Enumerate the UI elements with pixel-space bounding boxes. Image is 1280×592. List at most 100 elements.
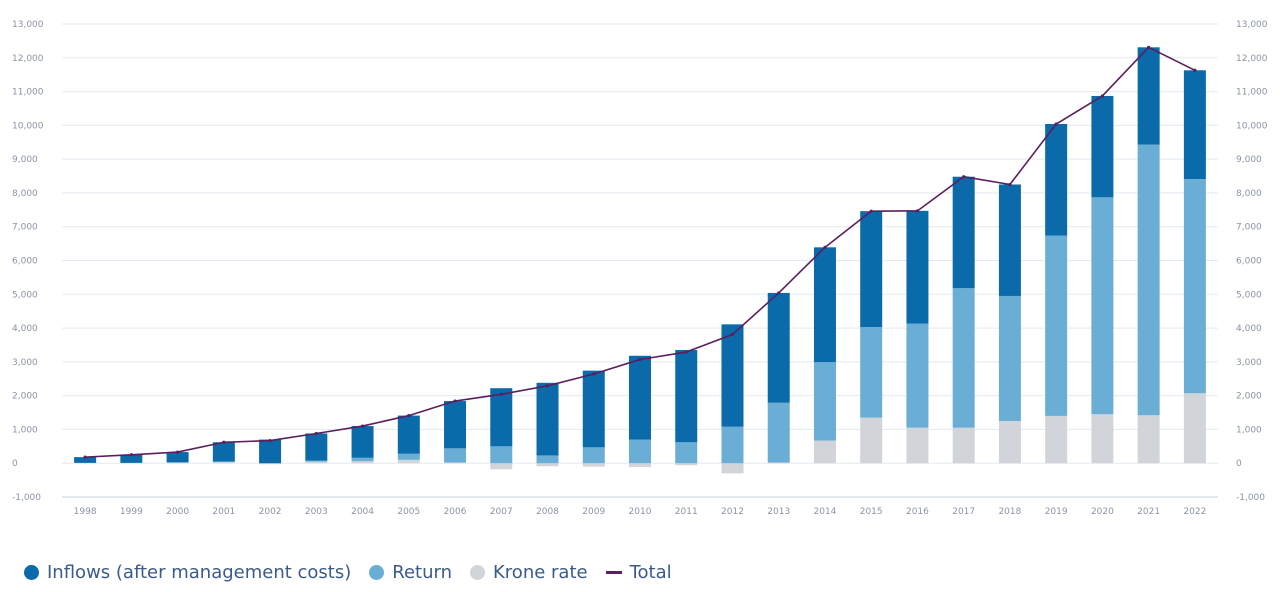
y-tick-left-6: 5,000 <box>12 290 38 300</box>
y-tick-left-5: 4,000 <box>12 324 38 334</box>
x-tick-2014: 2014 <box>814 507 837 517</box>
y-tick-right-4: 3,000 <box>1236 358 1262 368</box>
x-tick-2012: 2012 <box>721 507 744 517</box>
bar-return-2015 <box>860 327 883 418</box>
total-point-1999 <box>129 453 133 457</box>
bar-krone-rate-2002 <box>259 463 282 465</box>
x-tick-2020: 2020 <box>1091 507 1114 517</box>
bar-inflows-after-management-costs--2018 <box>998 184 1021 296</box>
bar-inflows-after-management-costs--2020 <box>1091 95 1114 198</box>
y-tick-left-11: 10,000 <box>12 121 44 131</box>
bar-return-2014 <box>813 362 836 441</box>
bar-inflows-after-management-costs--2016 <box>906 210 929 324</box>
total-point-2004 <box>360 424 365 428</box>
bar-inflows-after-management-costs--2002 <box>259 439 282 464</box>
bar-inflows-after-management-costs--2019 <box>1045 124 1068 236</box>
bar-return-2004 <box>351 457 374 462</box>
x-tick-2001: 2001 <box>212 507 235 517</box>
y-tick-left-13: 12,000 <box>12 54 44 64</box>
y-tick-right-1: 0 <box>1236 459 1242 469</box>
legend-item-inflows[interactable]: Inflows (after management costs) <box>24 562 351 583</box>
y-tick-right-13: 12,000 <box>1236 54 1268 64</box>
bar-inflows-after-management-costs--2012 <box>721 324 744 427</box>
y-tick-right-14: 13,000 <box>1236 20 1268 30</box>
bar-inflows-after-management-costs--2000 <box>166 452 189 463</box>
bar-return-2022 <box>1183 179 1206 394</box>
y-tick-left-14: 13,000 <box>12 20 44 30</box>
bar-krone-rate-2006 <box>444 462 467 464</box>
legend-item-total[interactable]: Total <box>605 561 672 583</box>
total-point-1998 <box>83 455 87 459</box>
x-tick-2000: 2000 <box>166 507 189 517</box>
x-tick-2010: 2010 <box>629 507 652 517</box>
x-tick-1999: 1999 <box>120 507 143 517</box>
legend-swatch-inflows <box>24 564 39 580</box>
bar-krone-rate-2007 <box>490 463 513 470</box>
bar-inflows-after-management-costs--2013 <box>767 292 790 403</box>
legend-label-inflows: Inflows (after management costs) <box>47 561 352 583</box>
y-tick-right-10: 9,000 <box>1236 155 1262 165</box>
y-tick-right-11: 10,000 <box>1236 121 1268 131</box>
bar-inflows-after-management-costs--2008 <box>536 382 559 456</box>
y-tick-right-8: 7,000 <box>1236 223 1262 233</box>
y-tick-left-12: 11,000 <box>12 88 44 98</box>
y-tick-right-0: -1,000 <box>1236 493 1265 503</box>
y-tick-left-3: 2,000 <box>12 392 38 402</box>
total-point-2021 <box>1147 45 1151 49</box>
stacked-bar-chart: -1,000 -1,000 0 0 1,000 1,000 2,000 2,000 3,000 3… <box>12 20 1268 517</box>
bar-inflows-after-management-costs--2004 <box>351 426 374 458</box>
x-tick-2011: 2011 <box>675 507 698 517</box>
total-point-2003 <box>314 431 318 436</box>
bar-return-2012 <box>721 426 744 464</box>
legend-item-return[interactable]: Return <box>369 562 452 583</box>
bar-return-2003 <box>305 460 328 462</box>
bar-krone-rate-2017 <box>952 427 975 464</box>
bar-krone-rate-2003 <box>305 461 328 464</box>
bar-krone-rate-2004 <box>351 461 374 464</box>
total-point-2010 <box>638 357 642 362</box>
x-tick-2017: 2017 <box>952 507 975 517</box>
bar-inflows-after-management-costs--2003 <box>305 433 328 461</box>
bar-inflows-after-management-costs--1998 <box>74 457 97 463</box>
bar-return-2006 <box>444 448 467 463</box>
bar-krone-rate-2005 <box>397 459 420 464</box>
bar-inflows-after-management-costs--2014 <box>813 247 836 363</box>
legend: Inflows (after management costs) Return … <box>24 560 672 584</box>
x-tick-2007: 2007 <box>490 507 513 517</box>
y-tick-left-1: 0 <box>12 459 18 469</box>
x-tick-2015: 2015 <box>860 507 883 517</box>
bar-return-2007 <box>490 446 513 464</box>
bar-return-2009 <box>582 447 605 464</box>
x-tick-2008: 2008 <box>536 507 559 517</box>
total-point-2017 <box>962 175 966 179</box>
bar-return-2017 <box>952 288 975 428</box>
total-point-2011 <box>684 350 688 354</box>
bar-return-2020 <box>1091 197 1114 415</box>
bar-return-2016 <box>906 323 929 428</box>
total-point-2007 <box>499 392 503 396</box>
total-point-2012 <box>730 332 735 337</box>
legend-swatch-return <box>369 564 385 580</box>
bar-return-2000 <box>166 462 189 463</box>
legend-item-krone-rate[interactable]: Krone rate <box>470 562 588 583</box>
bar-return-2011 <box>675 442 698 464</box>
total-point-2008 <box>545 384 550 388</box>
y-tick-left-10: 9,000 <box>12 155 38 165</box>
total-point-2006 <box>453 399 457 403</box>
bar-krone-rate-2020 <box>1091 414 1114 464</box>
bar-inflows-after-management-costs--1999 <box>120 454 143 463</box>
x-tick-2009: 2009 <box>582 507 605 517</box>
bar-krone-rate-2021 <box>1137 415 1160 464</box>
x-tick-2016: 2016 <box>906 507 929 517</box>
x-tick-2018: 2018 <box>998 507 1021 517</box>
x-tick-2004: 2004 <box>351 507 374 517</box>
y-tick-right-9: 8,000 <box>1236 189 1262 199</box>
legend-label-total: Total <box>629 561 672 583</box>
bar-krone-rate-2009 <box>582 463 605 467</box>
bar-krone-rate-2010 <box>629 463 651 467</box>
x-tick-2003: 2003 <box>305 507 328 517</box>
total-point-2014 <box>823 245 827 249</box>
x-tick-2013: 2013 <box>767 507 790 517</box>
total-point-2009 <box>592 372 596 376</box>
